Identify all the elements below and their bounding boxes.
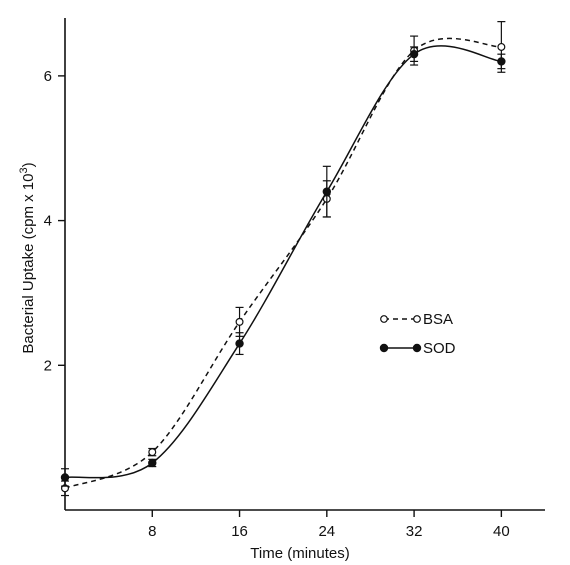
x-tick-label: 24	[318, 523, 335, 540]
series-layer	[60, 21, 506, 497]
series-bsa-point	[235, 317, 244, 326]
series-bsa-line	[64, 37, 502, 489]
series-sod	[60, 45, 506, 487]
legend-bsa-label: BSA	[423, 311, 453, 328]
legend-bsa-marker-2	[413, 315, 421, 323]
legend-item-sod: SOD	[379, 340, 456, 357]
x-tick-label: 8	[148, 523, 156, 540]
y-axis-label: Bacterial Uptake (cpm x 103)	[18, 162, 37, 353]
series-sod-point	[409, 49, 419, 59]
y-axis-label-main: Bacterial Uptake (cpm x 10	[20, 174, 37, 354]
y-tick-label: 2	[44, 357, 52, 374]
y-ticks: 2 4 6	[44, 68, 65, 374]
legend-sod-marker-2	[412, 343, 422, 353]
x-axis-label: Time (minutes)	[250, 545, 349, 562]
legend: BSA SOD	[379, 311, 456, 357]
y-axis-label-exponent: 3	[18, 167, 30, 173]
legend-sod-label: SOD	[423, 340, 456, 357]
series-bsa	[60, 21, 506, 497]
series-sod-point	[235, 339, 244, 348]
x-tick-label: 40	[493, 523, 510, 540]
y-axis-label-suffix: )	[20, 162, 37, 167]
series-sod-point	[148, 458, 157, 468]
series-sod-point	[60, 473, 70, 482]
y-tick-label: 4	[44, 213, 52, 230]
series-sod-point	[322, 187, 332, 196]
axes	[64, 18, 545, 511]
y-tick-label: 6	[44, 68, 52, 85]
series-bsa-point	[148, 448, 157, 457]
legend-bsa-marker-1	[380, 315, 388, 323]
legend-item-bsa: BSA	[380, 311, 453, 328]
x-tick-label: 32	[406, 523, 423, 540]
x-tick-label: 16	[231, 523, 248, 540]
series-sod-point	[497, 57, 506, 66]
legend-sod-marker-1	[379, 343, 389, 353]
series-bsa-point	[497, 42, 506, 51]
x-ticks: 8 16 24 32 40	[148, 510, 510, 540]
